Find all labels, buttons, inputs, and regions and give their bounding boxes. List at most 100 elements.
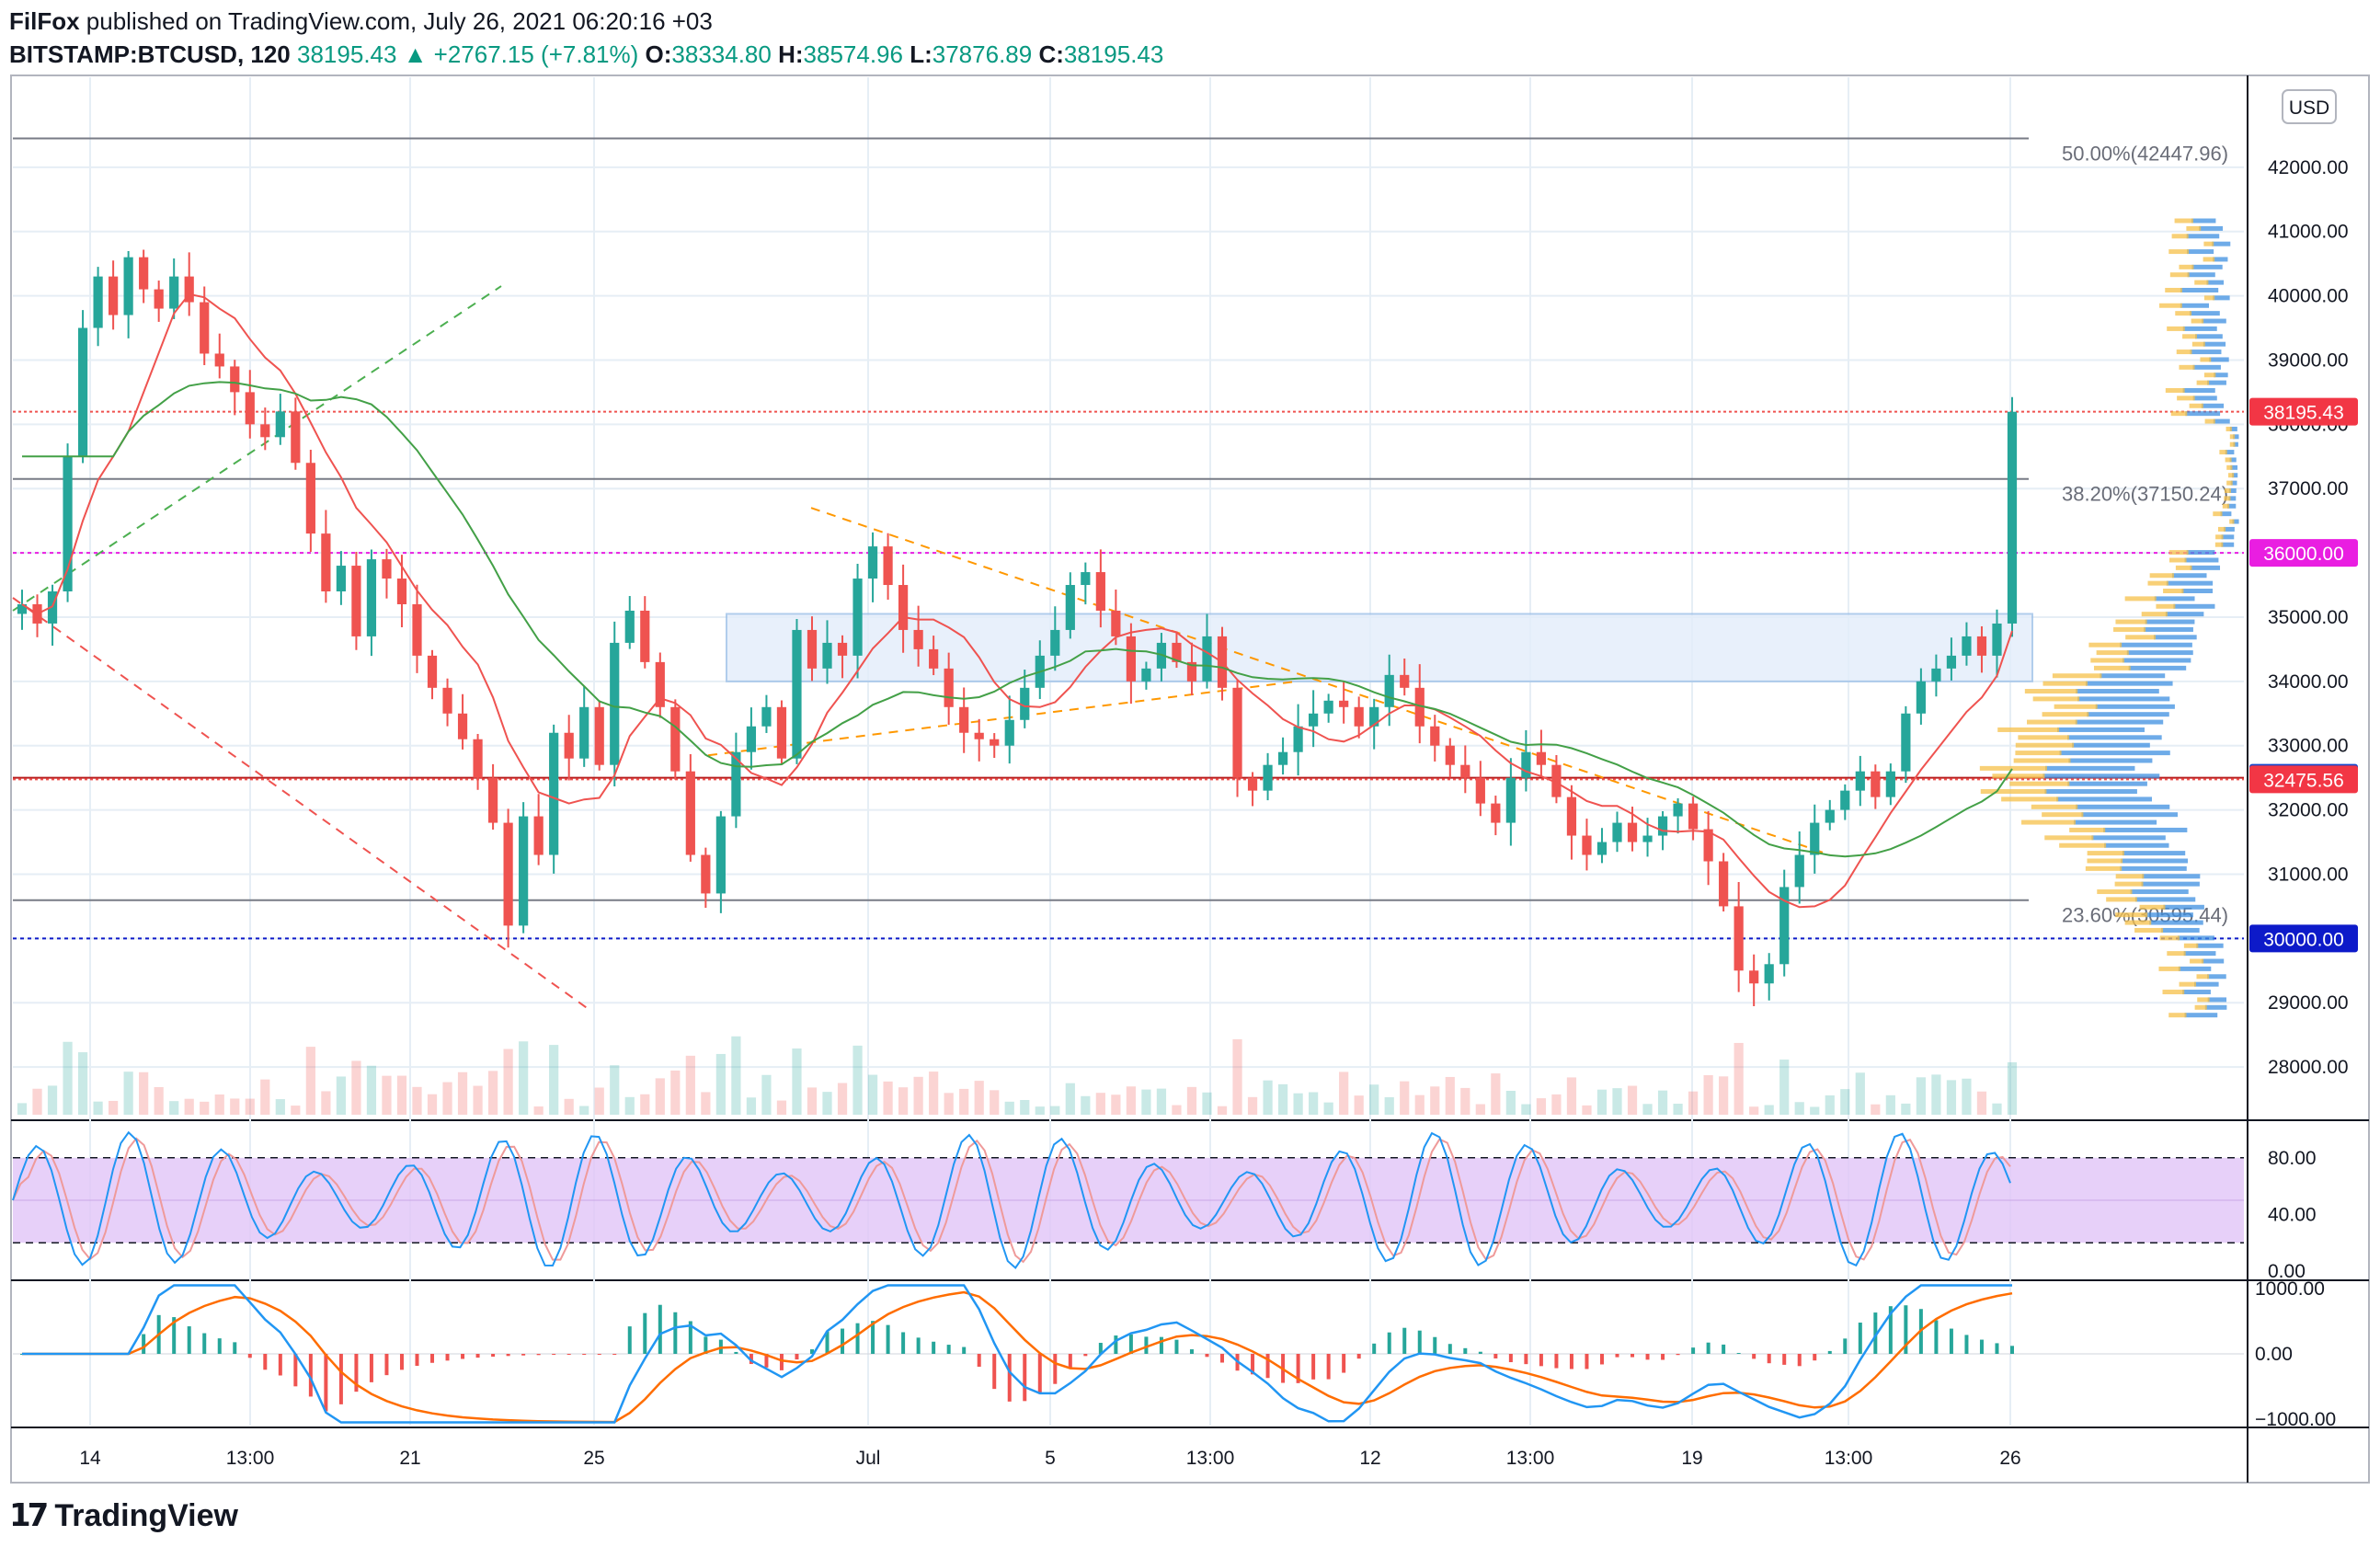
candle-body <box>2007 411 2018 624</box>
macd-histogram-bar <box>293 1354 298 1387</box>
candle-body <box>1536 751 1547 765</box>
volume-bar <box>701 1092 711 1115</box>
macd-histogram-bar <box>1722 1344 1726 1354</box>
volume-bar <box>1020 1099 1030 1115</box>
macd-histogram-bar <box>779 1354 784 1370</box>
volume-bar <box>1931 1074 1941 1115</box>
candle-body <box>1172 642 1182 662</box>
vp-bar-down <box>2161 927 2200 933</box>
macd-histogram-bar <box>1599 1354 1604 1365</box>
vp-bar-down <box>2154 596 2195 602</box>
macd-histogram-bar <box>1189 1349 1194 1354</box>
tradingview-logo[interactable]: 𝟭𝟳 TradingView <box>9 1497 238 1534</box>
macd-histogram-bar <box>749 1354 753 1365</box>
price-label-box <box>2249 539 2358 567</box>
price-tick-label: 33000.00 <box>2268 736 2349 757</box>
candle-body <box>1992 623 2002 656</box>
tv-logo-icon: 𝟭𝟳 <box>9 1498 49 1533</box>
candle-body <box>1384 674 1394 707</box>
volume-bar <box>533 1106 544 1115</box>
volume-bar <box>32 1088 42 1115</box>
trend-lines <box>12 285 1831 1011</box>
candle-body <box>1885 771 1895 797</box>
vp-bar-down <box>2068 758 2153 763</box>
vp-bar-down <box>2095 704 2175 709</box>
candle-body <box>1232 687 1242 778</box>
volume-bar <box>913 1076 923 1115</box>
macd-histogram-bar <box>1433 1336 1437 1354</box>
macd-histogram-bar <box>1676 1354 1680 1356</box>
vp-bar-down <box>2189 311 2220 316</box>
symbol-label[interactable]: BITSTAMP:BTCUSD, 120 <box>9 40 291 68</box>
candle-body <box>990 739 1000 746</box>
macd-histogram-bar <box>1372 1343 1377 1354</box>
candle-body <box>1734 906 1744 971</box>
vp-bar-up <box>2147 580 2168 586</box>
volume-bar <box>1992 1103 2002 1115</box>
vp-bar-up <box>2190 958 2204 964</box>
vp-bar-down <box>2227 503 2237 509</box>
macd-histogram-bar <box>1478 1351 1482 1354</box>
macd-histogram-bar <box>1691 1347 1696 1354</box>
volume-bar <box>1369 1084 1379 1115</box>
candle-body <box>1065 585 1075 630</box>
vp-bar-up <box>2165 387 2185 393</box>
candle-body <box>473 739 483 778</box>
candle-body <box>913 629 923 649</box>
vp-bar-down <box>2121 858 2189 864</box>
vp-bar-up <box>2183 943 2199 948</box>
vp-bar-down <box>2166 580 2214 586</box>
vp-bar-down <box>2103 827 2188 832</box>
price-label-box <box>2249 397 2358 426</box>
candle-body <box>1673 803 1683 817</box>
macd-histogram-bar <box>1827 1350 1832 1354</box>
volume-bar <box>1901 1103 1911 1115</box>
vp-bar-down <box>2073 819 2157 825</box>
candle-body <box>1749 970 1759 984</box>
candle-body <box>1551 764 1562 797</box>
price-axis[interactable]: 42000.0041000.0040000.0039000.0038000.00… <box>2255 157 2349 1430</box>
vp-bar-down <box>2145 912 2193 918</box>
candle-body <box>1764 964 1774 984</box>
candle-body <box>549 732 559 855</box>
publisher-name[interactable]: FilFox <box>9 7 80 35</box>
volume-bar <box>93 1101 103 1115</box>
candle-body <box>1657 816 1668 836</box>
vp-bar-up <box>2149 573 2174 579</box>
vp-bar-up <box>1979 765 2047 771</box>
candle-body <box>214 353 224 367</box>
vp-bar-up <box>2194 280 2209 285</box>
vp-bar-up <box>2167 951 2186 957</box>
candle-body <box>200 302 210 354</box>
macd-histogram-bar <box>764 1354 769 1368</box>
vp-bar-up <box>2085 865 2123 871</box>
volume-bar <box>184 1098 194 1115</box>
trend-line <box>810 507 1831 856</box>
currency-button[interactable]: USD <box>2282 89 2337 124</box>
currency-label[interactable]: USD <box>2289 97 2329 119</box>
candle-body <box>1323 700 1333 714</box>
vp-bar-up <box>2191 318 2204 324</box>
vp-bar-down <box>2201 403 2225 408</box>
vp-bar-down <box>2059 751 2170 756</box>
volume-bar <box>382 1075 392 1115</box>
volume-bar <box>959 1088 969 1115</box>
vp-bar-up <box>2054 704 2098 709</box>
vp-bar-up <box>2042 712 2089 717</box>
candle-body <box>1642 835 1653 842</box>
vp-bar-up <box>2052 673 2102 679</box>
vp-bar-down <box>2233 441 2238 447</box>
vp-bar-up <box>2044 835 2094 841</box>
time-axis[interactable]: 14 13:00 21 25 Jul 5 13:00 12 13:00 19 13:00 26 <box>79 1448 2020 1469</box>
candle-body <box>776 706 787 759</box>
vp-bar-down <box>2056 796 2152 802</box>
volume-bar <box>487 1071 498 1115</box>
vp-bar-down <box>2130 889 2189 895</box>
vp-bar-up <box>2168 557 2187 563</box>
volume-bar <box>503 1049 513 1115</box>
candle-body <box>685 771 695 855</box>
vp-bar-down <box>2100 673 2166 679</box>
vp-bar-up <box>2175 311 2191 316</box>
macd-histogram-bar <box>871 1321 875 1354</box>
